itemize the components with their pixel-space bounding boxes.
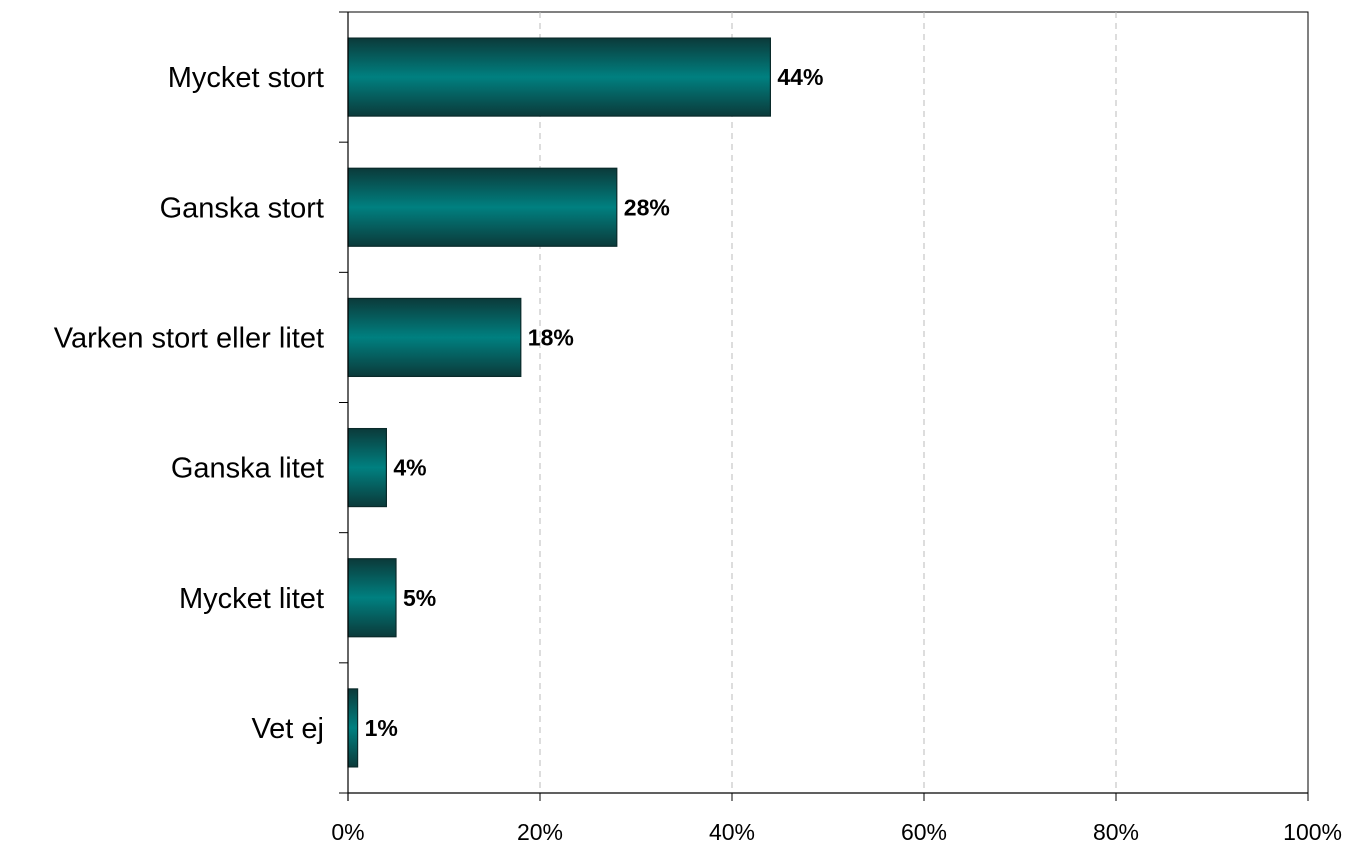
category-label: Vet ej <box>251 713 324 745</box>
bar <box>347 37 771 117</box>
category-labels: Mycket stort Ganska stort Varken stort ell… <box>54 62 324 745</box>
axes <box>339 11 1309 801</box>
category-label: Mycket stort <box>168 62 324 94</box>
x-tick-label: 0% <box>331 819 364 844</box>
x-tick-label: 60% <box>901 819 947 844</box>
data-label: 18% <box>528 324 574 350</box>
plot-area <box>347 11 1309 794</box>
bar <box>347 167 618 247</box>
x-tick-labels: 0% 20% 40% 60% 80% 100% <box>331 819 1342 844</box>
bar <box>347 558 397 638</box>
bar <box>347 427 388 508</box>
data-label: 5% <box>403 585 436 611</box>
x-tick-label: 100% <box>1283 819 1342 844</box>
gridlines <box>539 12 1117 793</box>
bar <box>347 297 522 378</box>
x-tick-label: 20% <box>517 819 563 844</box>
data-label: 4% <box>393 455 426 481</box>
bars <box>347 37 771 768</box>
x-tick-label: 40% <box>709 819 755 844</box>
category-label: Ganska stort <box>160 192 324 224</box>
category-label: Ganska litet <box>171 453 324 485</box>
category-label: Mycket litet <box>179 583 324 615</box>
data-label: 28% <box>624 194 670 220</box>
value-labels: 44% 28% 18% 4% 5% 1% <box>365 64 824 741</box>
category-label: Varken stort eller litet <box>54 322 324 354</box>
x-tick-label: 80% <box>1093 819 1139 844</box>
bar <box>347 688 359 768</box>
data-label: 1% <box>365 715 398 741</box>
data-label: 44% <box>777 64 823 90</box>
